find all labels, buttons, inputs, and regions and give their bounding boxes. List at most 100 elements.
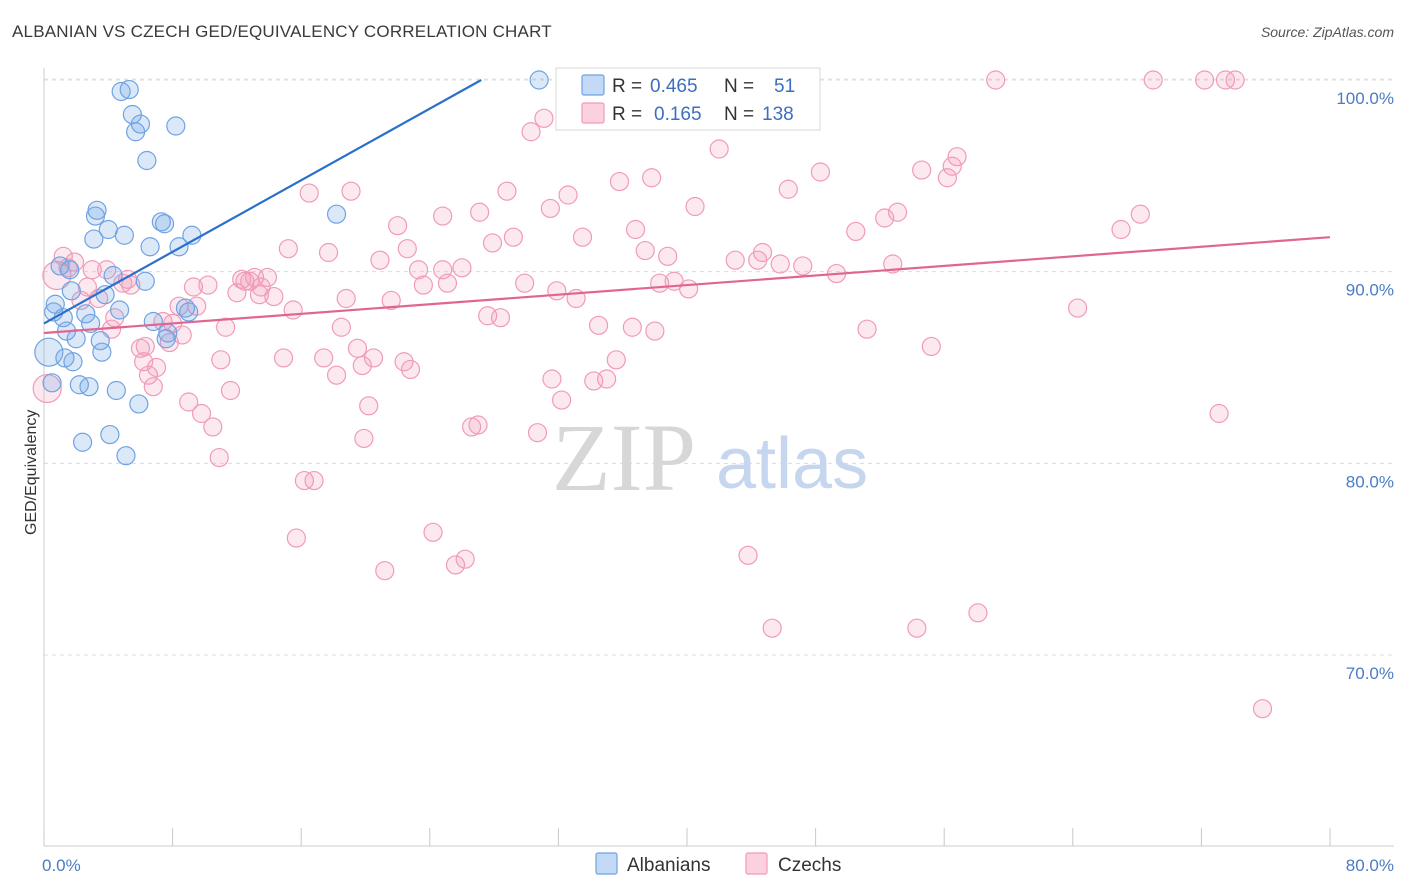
czech-point-129 — [1130, 204, 1150, 224]
albanian-point-13 — [72, 432, 93, 452]
albanian-point-4 — [50, 256, 70, 276]
czech-point-85 — [558, 185, 578, 205]
czech-point-125 — [968, 603, 988, 623]
czech-point-45 — [299, 183, 319, 203]
czech-point-136 — [397, 239, 417, 259]
czech-point-46 — [304, 470, 324, 491]
czech-point-127 — [1068, 298, 1088, 318]
czech-point-132 — [1209, 403, 1229, 424]
albanian-point-37 — [137, 150, 157, 171]
czech-point-79 — [521, 122, 541, 142]
czech-point-57 — [370, 250, 390, 270]
czech-point-143 — [622, 317, 642, 337]
czech-point-63 — [408, 260, 429, 280]
czech-point-122 — [937, 168, 958, 188]
czech-point-56 — [363, 348, 384, 368]
albanian-point-11 — [66, 329, 86, 349]
czech-point-138 — [352, 355, 372, 376]
albanian-point-1 — [42, 373, 62, 393]
albanian-point-12 — [69, 375, 89, 395]
czech-point-48 — [318, 242, 339, 263]
bottom-legend-albanians-swatch — [595, 852, 618, 875]
czech-point-130 — [1143, 70, 1163, 90]
albanian-point-50 — [179, 302, 199, 322]
czechs-trend-line — [43, 236, 1331, 335]
czech-point-18 — [143, 377, 163, 397]
czech-point-95 — [635, 240, 655, 261]
albanians-n-label: N = — [724, 76, 754, 97]
czechs-points — [32, 70, 1273, 719]
czech-point-55 — [359, 396, 379, 416]
albanian-point-36 — [135, 271, 155, 291]
czech-point-27 — [191, 403, 212, 424]
albanian-point-27 — [109, 300, 130, 320]
czech-point-126 — [986, 70, 1006, 90]
czech-point-42 — [278, 239, 298, 259]
czech-point-89 — [588, 315, 609, 335]
albanian-point-47 — [326, 204, 347, 224]
czech-point-60 — [388, 216, 408, 236]
czechs-n-value: 138 — [762, 104, 794, 125]
czech-point-145 — [748, 250, 768, 270]
watermark-zip: ZIP — [552, 404, 696, 511]
czech-point-28 — [198, 275, 218, 295]
czech-point-31 — [216, 317, 236, 337]
gridlines — [44, 78, 1394, 656]
czech-point-114 — [846, 221, 866, 242]
albanian-point-16 — [81, 313, 101, 334]
czech-point-146 — [135, 336, 155, 357]
czech-point-77 — [503, 227, 523, 247]
czech-point-7 — [82, 260, 102, 280]
czech-point-124 — [947, 147, 967, 167]
czech-point-82 — [540, 198, 560, 219]
albanian-point-14 — [76, 304, 96, 324]
czech-point-65 — [423, 522, 443, 542]
albanian-point-24 — [100, 424, 120, 445]
albanian-point-31 — [119, 79, 139, 100]
albanians-r-value: 0.465 — [650, 76, 698, 97]
czech-point-106 — [738, 545, 758, 565]
czech-point-61 — [394, 352, 414, 372]
albanian-point-19 — [87, 200, 107, 220]
czech-point-64 — [413, 275, 433, 295]
czech-point-74 — [482, 233, 503, 253]
albanian-point-9 — [61, 281, 81, 301]
albanians-points — [34, 70, 549, 466]
czech-point-39 — [257, 267, 278, 288]
czech-point-97 — [645, 321, 665, 341]
czech-point-137 — [283, 300, 303, 320]
czech-point-19 — [146, 357, 167, 378]
czech-point-110 — [778, 179, 798, 199]
czech-point-24 — [179, 392, 199, 412]
czech-point-112 — [810, 162, 831, 182]
czechs-legend-swatch — [581, 102, 605, 124]
czech-point-92 — [609, 171, 630, 192]
albanian-point-17 — [84, 229, 104, 249]
czech-point-69 — [452, 258, 472, 278]
czech-point-147 — [433, 260, 453, 280]
czech-point-91 — [606, 350, 626, 370]
czech-point-32 — [220, 380, 241, 401]
albanians-n-value: 51 — [774, 76, 795, 97]
bottom-legend-czechs-label: Czechs — [778, 855, 841, 876]
watermark-atlas: atlas — [716, 424, 868, 504]
czech-point-70 — [455, 549, 475, 569]
czech-point-101 — [679, 279, 699, 299]
czech-point-123 — [942, 156, 962, 176]
albanian-point-34 — [129, 394, 149, 414]
albanians-trend-line — [43, 79, 482, 325]
czech-point-1 — [42, 260, 72, 291]
czech-point-105 — [725, 250, 745, 270]
czech-point-38 — [249, 285, 270, 305]
czech-point-109 — [770, 254, 790, 274]
czech-point-17 — [138, 365, 159, 385]
czech-point-29 — [203, 417, 223, 437]
czech-point-111 — [793, 256, 813, 276]
albanian-point-39 — [143, 311, 163, 332]
czech-point-76 — [497, 181, 517, 201]
albanians-legend-swatch — [581, 74, 605, 96]
czech-point-41 — [273, 348, 294, 368]
czech-point-81 — [534, 108, 554, 128]
albanian-point-21 — [92, 342, 112, 362]
